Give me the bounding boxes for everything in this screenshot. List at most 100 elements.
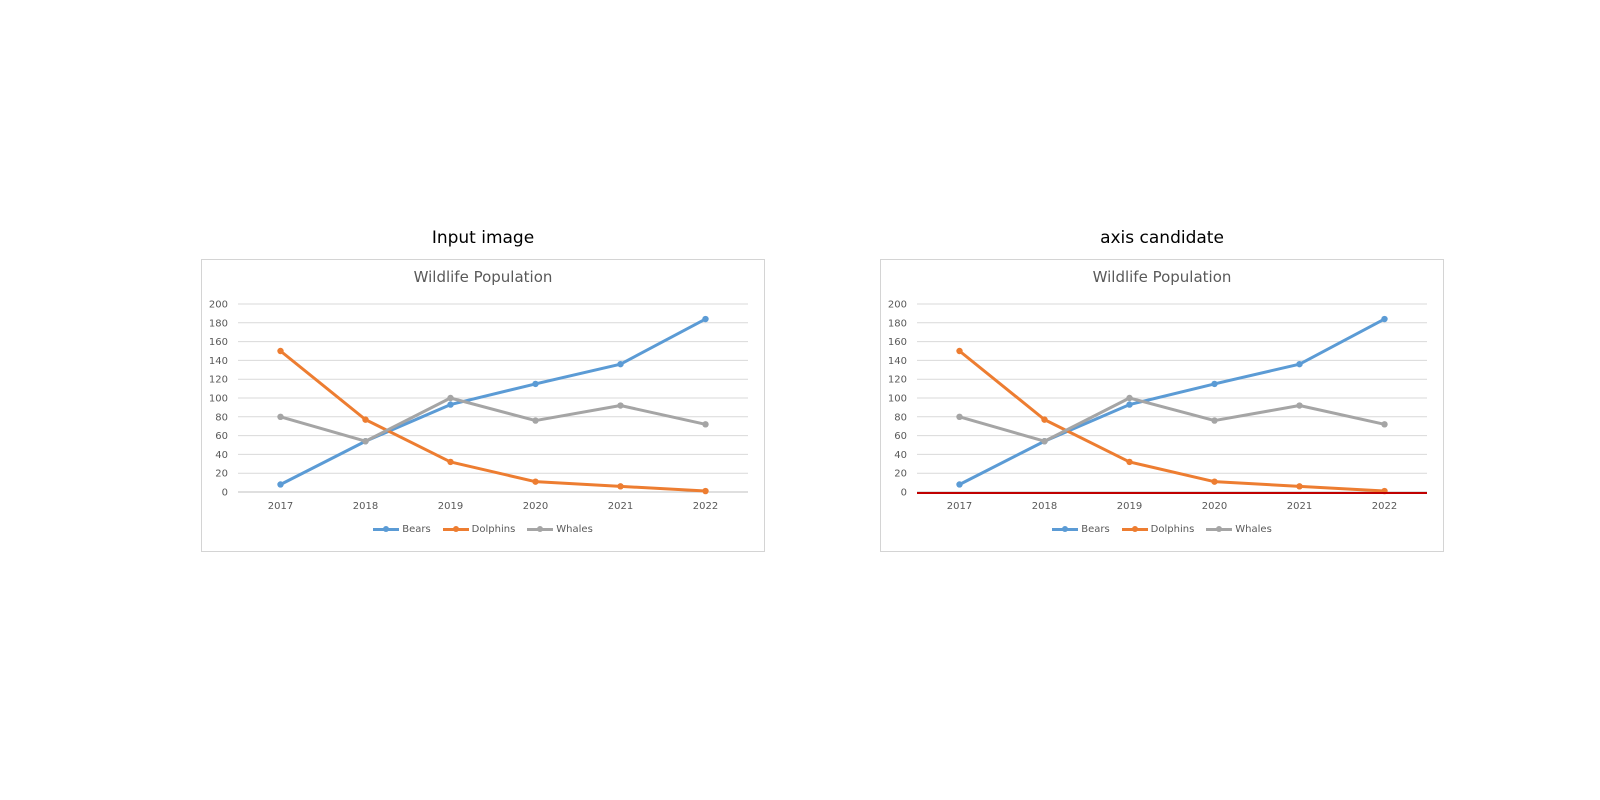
data-point-bears: [1126, 401, 1133, 408]
series-line-whales: [958, 396, 1386, 443]
data-point-whales: [617, 402, 624, 409]
data-point-whales: [277, 413, 284, 420]
y-tick-label: 0: [222, 488, 228, 499]
data-point-whales: [532, 417, 539, 424]
y-tick-label: 140: [888, 356, 907, 367]
x-tick-label: 2019: [438, 501, 463, 512]
legend-item-whales: Whales: [527, 524, 593, 535]
y-tick-label: 40: [215, 450, 228, 461]
y-tick-label: 140: [209, 356, 228, 367]
data-point-whales: [362, 438, 369, 445]
data-point-dolphins: [1211, 478, 1218, 485]
y-tick-label: 60: [894, 431, 907, 442]
data-point-dolphins: [1126, 458, 1133, 466]
data-point-bears: [702, 315, 709, 323]
y-tick-label: 100: [209, 394, 228, 405]
data-point-bears: [1381, 315, 1388, 323]
data-point-bears: [532, 380, 539, 388]
chart-frame: Wildlife Population 0 20 40 60 80 100 120 140 16…: [201, 259, 765, 552]
x-tick-label: 2021: [608, 501, 633, 512]
x-tick-label: 2021: [1287, 501, 1312, 512]
legend-label: Bears: [402, 524, 431, 535]
y-tick-label: 180: [209, 318, 228, 329]
line-chart: 0 20 40 60 80 100 120 140 160 180 200 2017 2018 2019 2…: [888, 300, 1427, 512]
y-tick-label: 40: [894, 450, 907, 461]
data-point-bears: [447, 401, 454, 408]
data-point-whales: [1381, 421, 1388, 428]
y-tick-label: 0: [901, 488, 907, 499]
y-tick-label: 200: [888, 300, 907, 311]
data-point-whales: [1041, 438, 1048, 445]
series-line-dolphins: [279, 349, 707, 493]
data-point-dolphins: [702, 487, 709, 495]
data-point-bears: [1296, 360, 1303, 368]
data-point-dolphins: [1296, 483, 1303, 490]
x-tick-label: 2020: [1202, 501, 1227, 512]
x-tick-label: 2022: [1372, 501, 1397, 512]
legend-item-bears: Bears: [373, 524, 431, 535]
y-tick-label: 80: [894, 412, 907, 423]
legend-swatch-bears: [1052, 526, 1079, 532]
series-line-bears: [958, 317, 1386, 486]
data-point-whales: [447, 394, 454, 402]
legend-item-dolphins: Dolphins: [442, 524, 516, 535]
legend-swatch-whales: [1206, 526, 1233, 532]
x-tick-label: 2019: [1117, 501, 1142, 512]
series-line-whales: [279, 396, 707, 443]
legend-swatch-bears: [373, 526, 400, 532]
x-tick-label: 2017: [268, 501, 293, 512]
panel-caption: axis candidate: [1100, 228, 1224, 248]
data-point-bears: [277, 481, 284, 488]
y-tick-label: 180: [888, 318, 907, 329]
y-tick-label: 20: [894, 469, 907, 480]
y-tick-label: 20: [215, 469, 228, 480]
data-point-dolphins: [362, 416, 369, 423]
legend-label: Dolphins: [471, 524, 516, 535]
x-tick-label: 2017: [947, 501, 972, 512]
data-point-whales: [1126, 394, 1133, 402]
series-line-bears: [279, 317, 707, 486]
legend-swatch-dolphins: [442, 526, 469, 532]
series-line-dolphins: [958, 349, 1386, 493]
chart-frame: Wildlife Population 0 20 40 60 80 100 120 140 16…: [880, 259, 1444, 552]
y-tick-label: 100: [888, 394, 907, 405]
data-point-bears: [956, 481, 963, 488]
chart-legend: Bears Dolphins Whales: [202, 524, 764, 535]
y-tick-label: 120: [209, 375, 228, 386]
chart-title: Wildlife Population: [1092, 268, 1232, 286]
legend-item-bears: Bears: [1052, 524, 1110, 535]
legend-label: Dolphins: [1150, 524, 1195, 535]
y-tick-label: 60: [215, 431, 228, 442]
legend-label: Bears: [1081, 524, 1110, 535]
data-point-dolphins: [617, 483, 624, 490]
chart-title: Wildlife Population: [413, 268, 553, 286]
legend-swatch-whales: [527, 526, 554, 532]
panel-caption: Input image: [431, 228, 535, 248]
x-tick-label: 2022: [693, 501, 718, 512]
input-image-panel: Input image Wildlife Population 0 20 40 60 8…: [201, 226, 765, 552]
y-tick-label: 200: [209, 300, 228, 311]
data-point-bears: [1211, 380, 1218, 388]
y-tick-label: 160: [888, 337, 907, 348]
data-point-whales: [956, 413, 963, 420]
data-point-dolphins: [1041, 416, 1048, 423]
data-point-bears: [617, 360, 624, 368]
line-chart: 0 20 40 60 80 100 120 140 160 180 200 2017 2018 2019 2…: [209, 300, 748, 512]
data-point-dolphins: [447, 458, 454, 466]
y-tick-label: 120: [888, 375, 907, 386]
legend-item-whales: Whales: [1206, 524, 1272, 535]
data-point-whales: [1296, 402, 1303, 409]
y-tick-label: 80: [215, 412, 228, 423]
axis-candidate-panel: axis candidate Wildlife Population 0 20 40…: [880, 226, 1444, 552]
data-point-dolphins: [532, 478, 539, 485]
chart-legend: Bears Dolphins Whales: [881, 524, 1443, 535]
data-point-dolphins: [956, 347, 963, 355]
legend-label: Whales: [556, 524, 593, 535]
x-tick-label: 2018: [353, 501, 378, 512]
legend-label: Whales: [1235, 524, 1272, 535]
data-point-whales: [1211, 417, 1218, 424]
legend-swatch-dolphins: [1121, 526, 1148, 532]
legend-item-dolphins: Dolphins: [1121, 524, 1195, 535]
x-tick-label: 2018: [1032, 501, 1057, 512]
data-point-dolphins: [277, 347, 284, 355]
